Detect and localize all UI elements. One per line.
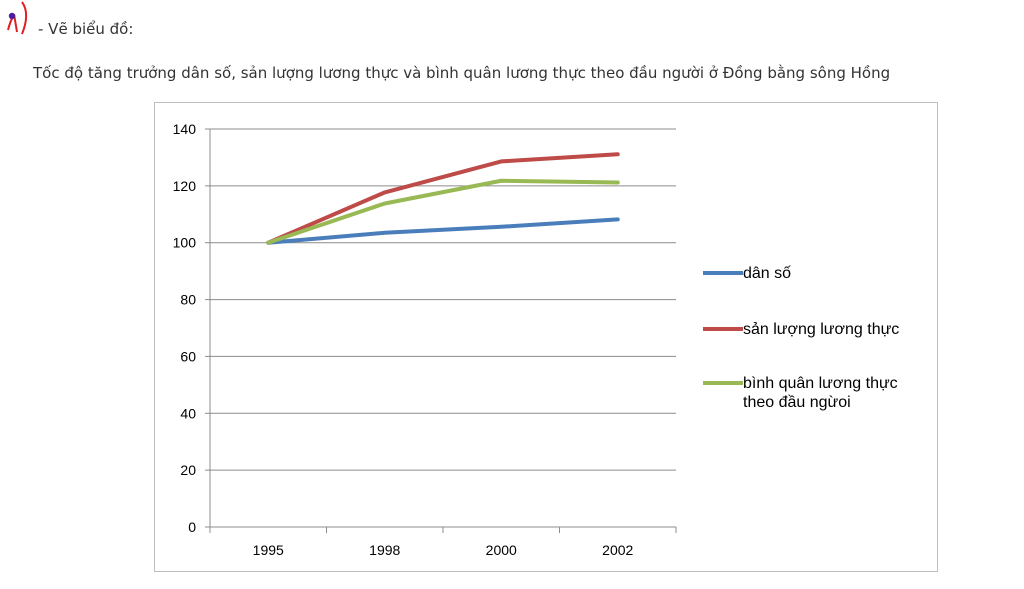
y-tick-label-60: 60	[180, 348, 196, 364]
y-tick-label-120: 120	[173, 178, 197, 194]
y-tick-label-40: 40	[180, 405, 196, 421]
y-tick-label-80: 80	[180, 292, 196, 308]
heading-text: - Vẽ biểu đồ:	[38, 20, 134, 38]
legend-label-3-line-2: theo đầu ngừoi	[743, 394, 851, 411]
legend-label-1: dân số	[743, 265, 791, 282]
x-tick-label-2002: 2002	[602, 542, 633, 558]
chart-frame: 0 20 40 60 80 100 120 140 1995 1998 2000 2002 dân số…	[154, 102, 938, 572]
heading-line	[0, 1, 400, 40]
y-tick-label-0: 0	[188, 519, 196, 535]
series-line-1	[266, 217, 620, 245]
legend-label-3-line-1: bình quân lương thực	[743, 375, 898, 392]
chart-subtitle: Tốc độ tăng trưởng dân số, sản lượng lươ…	[33, 64, 891, 82]
y-tick-label-100: 100	[173, 235, 197, 251]
series-line-3	[266, 178, 620, 245]
y-tick-label-140: 140	[173, 121, 197, 137]
x-tick-label-2000: 2000	[486, 542, 517, 558]
x-tick-label-1998: 1998	[369, 542, 400, 558]
red-pen-mark-icon	[7, 1, 28, 35]
x-tick-label-1995: 1995	[253, 542, 284, 558]
series-line-2	[266, 152, 620, 245]
y-tick-label-20: 20	[180, 462, 196, 478]
legend-label-2: sản lượng lương thực	[743, 321, 899, 338]
line-chart: 0 20 40 60 80 100 120 140 1995 1998 2000 2002 dân số…	[173, 121, 900, 558]
